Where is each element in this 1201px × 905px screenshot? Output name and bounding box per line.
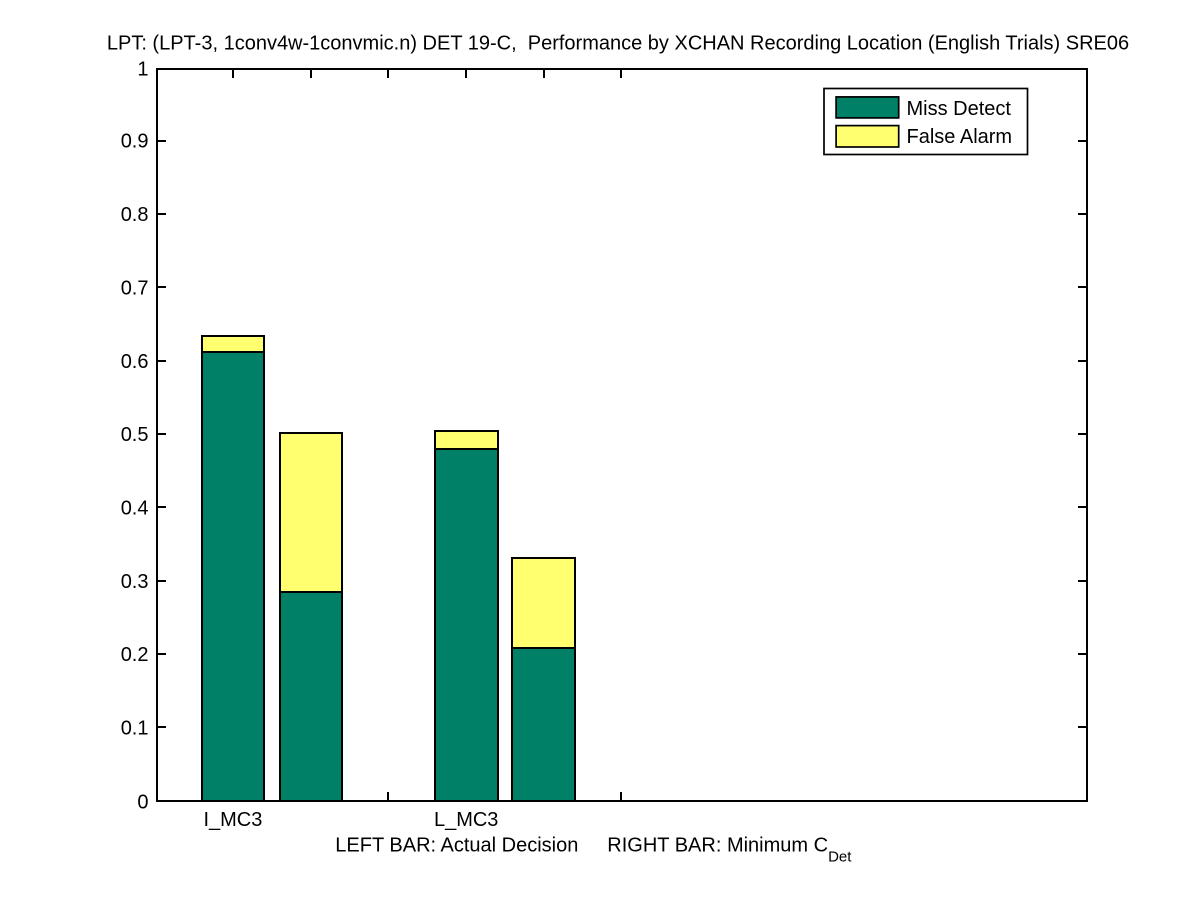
svg-text:I_MC3: I_MC3 — [203, 809, 262, 831]
svg-text:0.9: 0.9 — [121, 131, 149, 153]
svg-text:Miss Detect: Miss Detect — [907, 98, 1012, 120]
svg-text:0.2: 0.2 — [121, 644, 149, 666]
svg-text:1: 1 — [137, 58, 148, 80]
svg-text:0: 0 — [137, 791, 148, 813]
svg-text:LEFT BAR: Actual Decision: LEFT BAR: Actual Decision — [335, 834, 578, 856]
svg-text:0.5: 0.5 — [121, 424, 149, 446]
svg-text:L_MC3: L_MC3 — [434, 809, 498, 831]
svg-text:0.4: 0.4 — [121, 498, 149, 520]
svg-text:0.7: 0.7 — [121, 277, 149, 299]
svg-text:LPT: (LPT-3, 1conv4w-1convmic.: LPT: (LPT-3, 1conv4w-1convmic.n) DET 19-… — [107, 32, 1129, 54]
svg-text:0.3: 0.3 — [121, 571, 149, 593]
svg-text:0.6: 0.6 — [121, 351, 149, 373]
svg-text:False Alarm: False Alarm — [907, 126, 1013, 148]
svg-text:0.1: 0.1 — [121, 718, 149, 740]
svg-text:0.8: 0.8 — [121, 204, 149, 226]
